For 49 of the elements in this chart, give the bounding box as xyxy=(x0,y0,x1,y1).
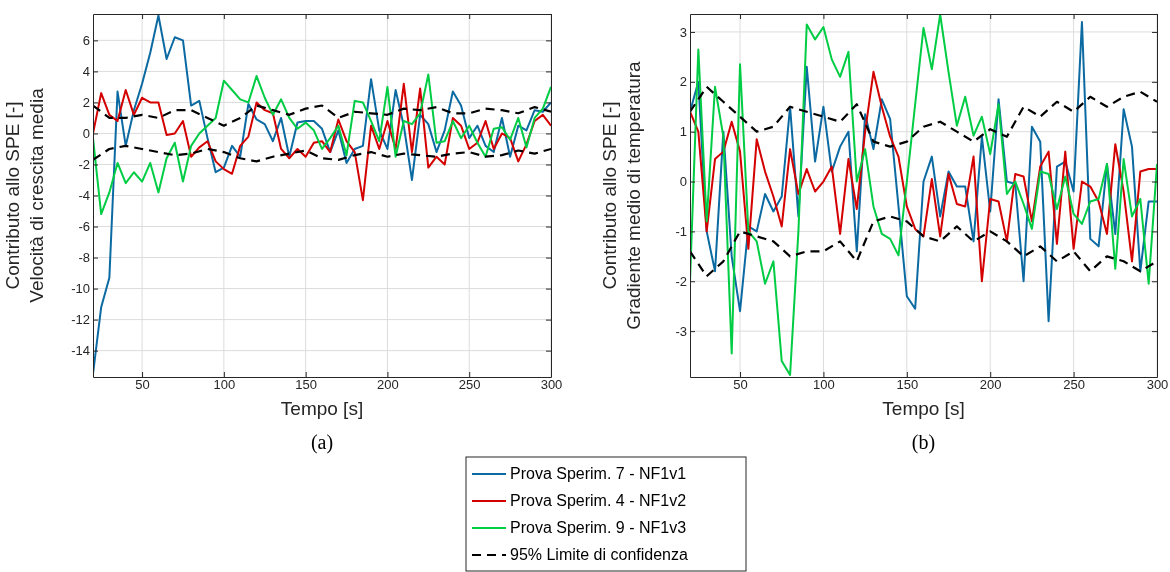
line-series xyxy=(690,215,1157,278)
y-tick-label: -14 xyxy=(71,343,90,359)
x-tick-label: 150 xyxy=(896,377,919,393)
y-tick-label: 2 xyxy=(679,74,687,90)
line-series xyxy=(690,85,1157,148)
y-tick-label: -2 xyxy=(675,273,687,289)
y-tick-label: -2 xyxy=(78,157,90,173)
line-series xyxy=(93,82,551,202)
y-tick-label: -8 xyxy=(78,250,90,266)
line-series xyxy=(93,104,551,127)
x-tick-label: 200 xyxy=(377,377,399,393)
legend-label: Prova Sperim. 4 - NF1v2 xyxy=(510,492,687,509)
text: (b) xyxy=(911,431,936,454)
y-tick-label: 1 xyxy=(679,124,687,140)
x-tick-label: 300 xyxy=(540,377,563,393)
y-tick-label: -12 xyxy=(71,312,90,328)
line-series xyxy=(93,144,551,163)
x-tick-label: 100 xyxy=(813,377,835,393)
y-tick-label: 0 xyxy=(679,174,687,190)
y-tick-label: 6 xyxy=(82,33,90,49)
x-tick-label: 50 xyxy=(135,377,150,393)
y-tick-label: -10 xyxy=(71,281,90,297)
x-tick-label: 300 xyxy=(1146,377,1169,393)
text: (a) xyxy=(310,431,334,454)
x-tick-label: 250 xyxy=(458,377,481,393)
y-tick-label: -6 xyxy=(78,219,90,235)
x-tick-label: 50 xyxy=(733,377,748,393)
legend-label: 95% Limite di confidenza xyxy=(510,546,688,563)
x-axis-title: Tempo [s] xyxy=(280,398,364,419)
x-tick-label: 200 xyxy=(979,377,1002,393)
legend-label: Prova Sperim. 7 - NF1v1 xyxy=(510,465,687,482)
line-series xyxy=(690,20,1157,323)
line-series xyxy=(690,14,1157,377)
y-tick-label: -3 xyxy=(675,323,687,339)
line-series xyxy=(93,73,551,216)
y-tick-label: -1 xyxy=(675,224,687,240)
y-tick-label: -4 xyxy=(78,188,90,204)
y-tick-label: 0 xyxy=(82,126,90,142)
y-tick-label: 4 xyxy=(82,64,90,80)
x-axis-title: Tempo [s] xyxy=(882,398,965,419)
y-axis-title: Contributo allo SPE [-] Velocità di crescita media xyxy=(2,87,47,303)
x-tick-label: 100 xyxy=(213,377,236,393)
line-series xyxy=(690,70,1157,283)
x-tick-label: 250 xyxy=(1063,377,1085,393)
y-tick-label: 2 xyxy=(82,95,90,111)
y-axis-title: Contributo allo SPE [-] Gradiente medio di temperatura xyxy=(599,60,644,330)
legend-label: Prova Sperim. 9 - NF1v3 xyxy=(510,519,687,536)
x-tick-label: 150 xyxy=(295,377,317,393)
y-tick-label: 3 xyxy=(679,24,687,40)
